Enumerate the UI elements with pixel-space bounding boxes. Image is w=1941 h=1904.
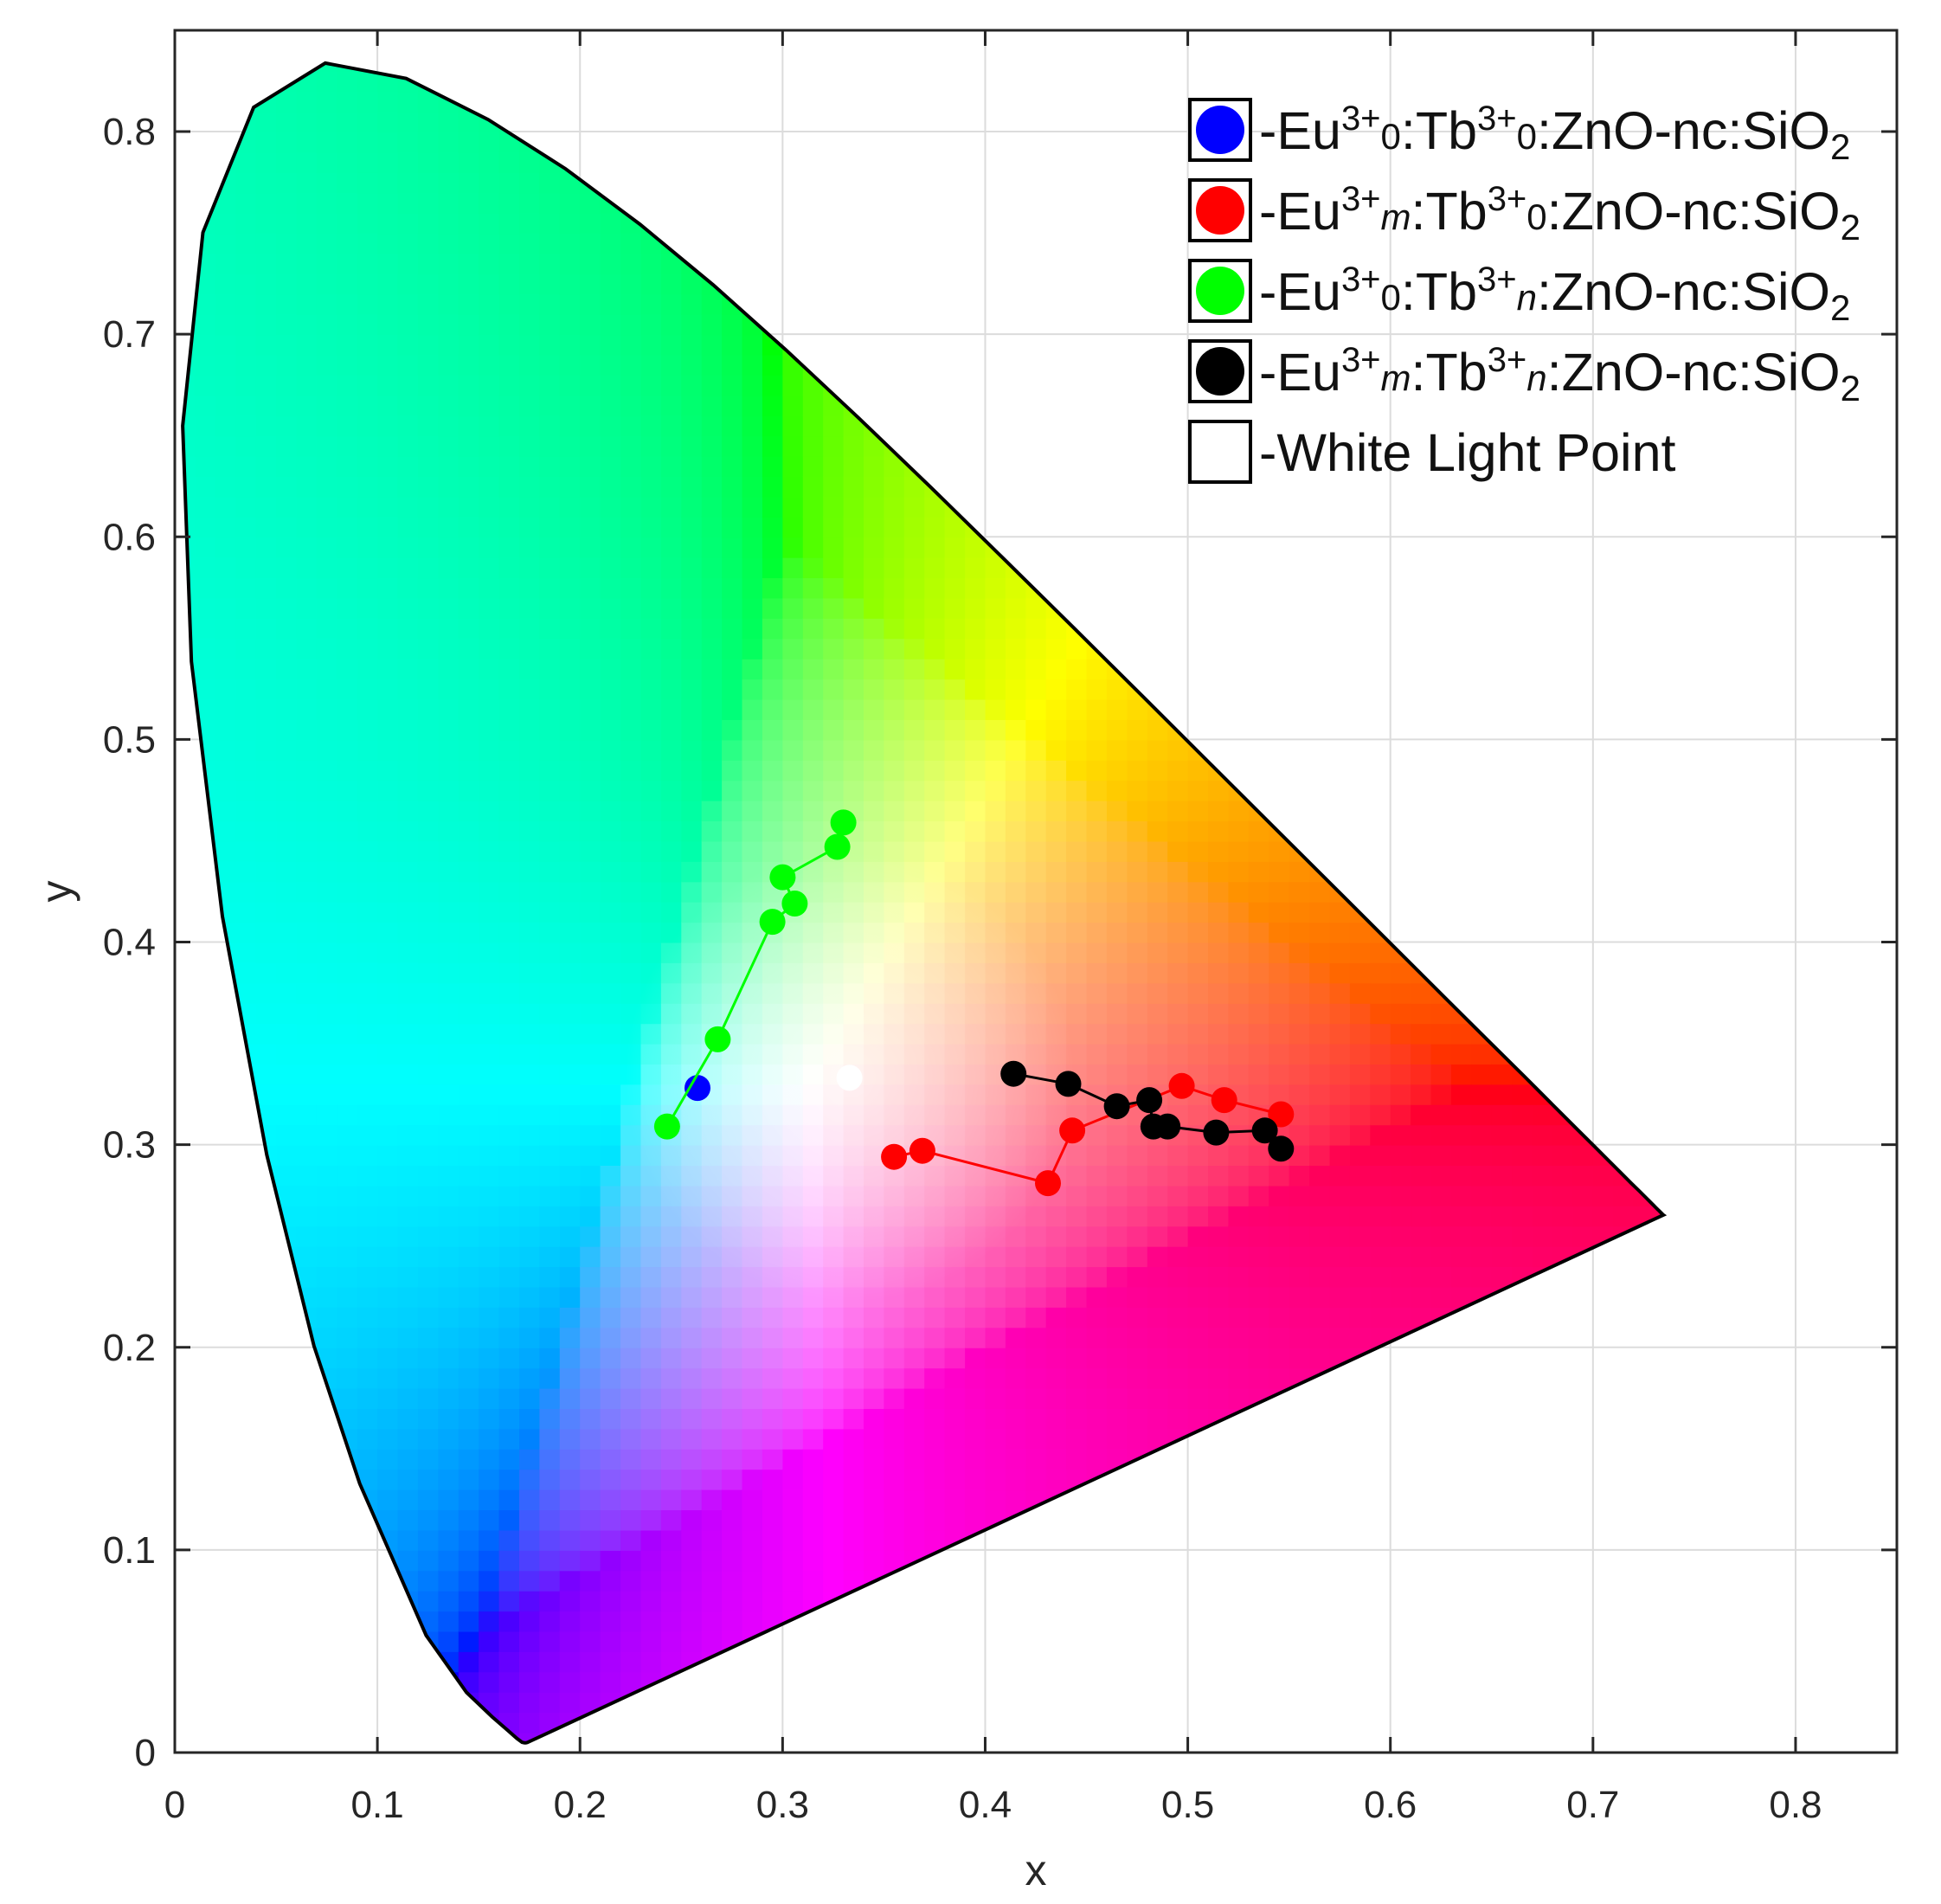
data-point — [1168, 1072, 1195, 1099]
x-tick-label: 0.2 — [554, 1784, 607, 1826]
series-3 — [1000, 1060, 1295, 1162]
legend-entry: -Eu3+m:Tb3+n:ZnO-nc:SiO2 — [1188, 339, 1861, 408]
legend-marker — [1196, 428, 1244, 476]
legend-entry: -Eu3+0:Tb3+0:ZnO-nc:SiO2 — [1188, 98, 1850, 167]
data-point — [759, 909, 786, 936]
data-point — [1268, 1135, 1295, 1162]
legend-entry: -White Light Point — [1188, 420, 1675, 484]
data-point — [1055, 1071, 1082, 1097]
legend-marker — [1196, 347, 1244, 396]
legend: -Eu3+0:Tb3+0:ZnO-nc:SiO2 -Eu3+m:Tb3+0:ZnO… — [1188, 98, 1861, 484]
x-tick-label: 0.8 — [1769, 1784, 1822, 1826]
y-tick-label: 0.3 — [103, 1124, 156, 1167]
y-tick-label: 0.2 — [103, 1327, 156, 1369]
data-point — [653, 1113, 680, 1140]
y-tick-label: 0.5 — [103, 718, 156, 761]
legend-label: -Eu3+0:Tb3+0:ZnO-nc:SiO2 — [1259, 100, 1850, 167]
series-4 — [836, 1065, 863, 1091]
data-point — [704, 1026, 731, 1052]
data-point — [881, 1143, 908, 1170]
series-2 — [653, 809, 857, 1140]
data-point — [769, 864, 796, 891]
data-point — [1035, 1170, 1061, 1197]
legend-entry: -Eu3+m:Tb3+0:ZnO-nc:SiO2 — [1188, 178, 1861, 248]
data-point — [1268, 1101, 1295, 1128]
data-point — [824, 833, 851, 860]
data-point — [1000, 1060, 1027, 1087]
y-axis-label: y — [32, 881, 80, 903]
x-tick-label: 0 — [164, 1784, 185, 1826]
legend-label: -White Light Point — [1259, 423, 1675, 482]
axis-ticks: 0 0.1 0.2 0.3 0.4 0.5 0.6 0.7 0.8 0 0.1 0.2 0.3 0.4 0.… — [103, 30, 1897, 1826]
data-point — [909, 1137, 935, 1164]
legend-label: -Eu3+0:Tb3+n:ZnO-nc:SiO2 — [1259, 261, 1850, 328]
y-tick-label: 0.8 — [103, 111, 156, 153]
data-point — [1251, 1117, 1278, 1144]
legend-label: -Eu3+m:Tb3+0:ZnO-nc:SiO2 — [1259, 180, 1861, 248]
x-axis-label: x — [1025, 1846, 1047, 1894]
data-point — [830, 809, 857, 836]
data-series — [653, 809, 1295, 1197]
legend-entry: -Eu3+0:Tb3+n:ZnO-nc:SiO2 — [1188, 259, 1850, 328]
y-tick-label: 0.4 — [103, 922, 156, 964]
series-0 — [684, 1075, 710, 1102]
x-tick-label: 0.1 — [351, 1784, 404, 1826]
data-point — [1154, 1113, 1181, 1140]
axes-frame — [173, 29, 1899, 1754]
y-tick-label: 0.1 — [103, 1529, 156, 1572]
y-tick-label: 0 — [135, 1732, 156, 1774]
x-tick-label: 0.4 — [959, 1784, 1012, 1826]
x-tick-label: 0.6 — [1364, 1784, 1417, 1826]
x-tick-label: 0.3 — [756, 1784, 809, 1826]
x-tick-label: 0.5 — [1161, 1784, 1214, 1826]
y-tick-label: 0.7 — [103, 313, 156, 356]
data-point — [1211, 1087, 1237, 1114]
data-point — [1203, 1119, 1230, 1146]
legend-label: -Eu3+m:Tb3+n:ZnO-nc:SiO2 — [1259, 341, 1861, 408]
y-tick-label: 0.6 — [103, 516, 156, 558]
data-point — [836, 1065, 863, 1091]
data-point — [684, 1075, 710, 1102]
legend-marker — [1196, 186, 1244, 235]
data-point — [1136, 1087, 1163, 1114]
data-point — [781, 891, 808, 917]
series-1 — [881, 1072, 1295, 1197]
legend-marker — [1196, 267, 1244, 315]
x-tick-label: 0.7 — [1566, 1784, 1619, 1826]
locus-outline — [181, 61, 1668, 1745]
data-point — [1103, 1093, 1130, 1120]
legend-marker — [1196, 106, 1244, 154]
data-point — [1059, 1117, 1086, 1144]
